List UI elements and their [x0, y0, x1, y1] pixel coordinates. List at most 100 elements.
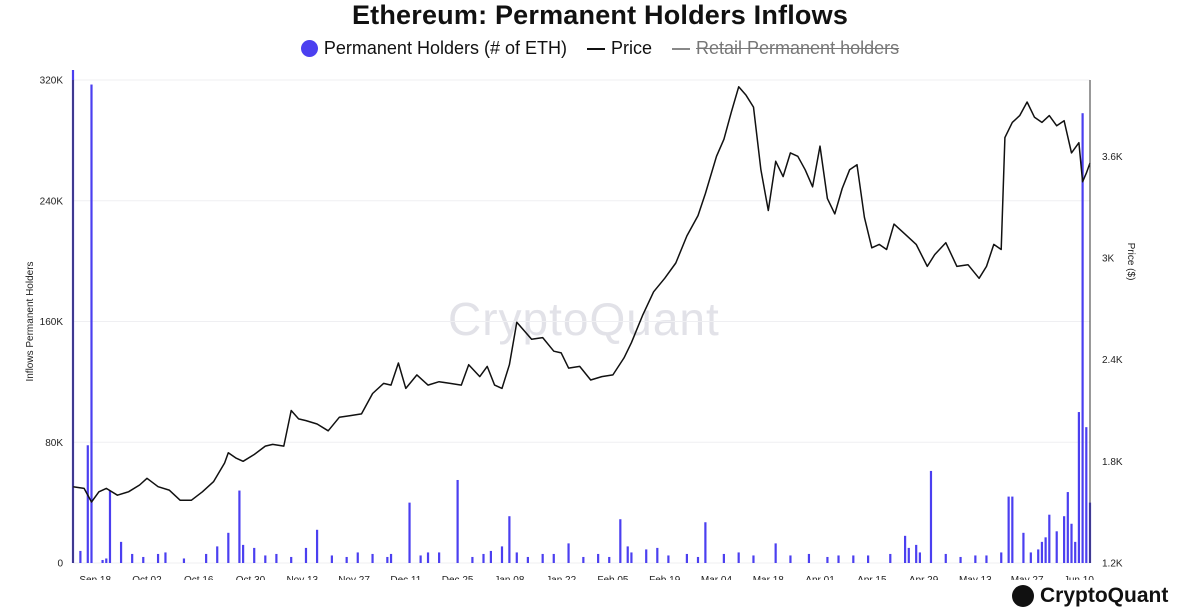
legend-item-price[interactable]: Price	[586, 38, 652, 59]
bar	[807, 553, 811, 563]
bar	[356, 552, 359, 563]
legend-item-retail-permanent-holders[interactable]: Retail Permanent holders	[672, 38, 899, 59]
bar	[774, 543, 777, 563]
bar	[837, 555, 840, 563]
bar	[1011, 496, 1014, 563]
x-tick-label: Oct 16	[184, 575, 214, 580]
bar	[90, 84, 93, 563]
bar	[1085, 427, 1088, 563]
chart-plot: 0 80K 160K 240K 320K 1.2K 1.8K 2.4K 3K 3.6K Sep …	[25, 70, 1136, 580]
bar	[330, 555, 333, 563]
bar	[526, 556, 529, 563]
x-tick-label: May 13	[959, 575, 992, 580]
legend-label: Price	[610, 38, 652, 58]
bar	[515, 552, 518, 563]
bar	[182, 558, 186, 563]
bar	[345, 556, 348, 563]
bar	[1029, 552, 1032, 563]
bar	[105, 558, 108, 563]
bar	[1081, 113, 1084, 564]
right-tick-label: 1.2K	[1102, 559, 1123, 570]
bar	[264, 555, 267, 563]
legend-line-marker	[586, 47, 605, 50]
price-line	[72, 86, 1091, 503]
x-tick-label: Sep 18	[79, 575, 111, 580]
x-tick-label: Nov 13	[286, 575, 318, 580]
bar	[119, 541, 123, 563]
x-tick-label: Mar 18	[753, 575, 785, 580]
bar	[722, 553, 725, 563]
bar	[508, 516, 511, 563]
x-tick-label: Jan 22	[546, 575, 576, 580]
x-tick-label: Jan 08	[494, 575, 524, 580]
bar	[408, 502, 411, 563]
bar	[108, 490, 112, 563]
x-tick-label: Mar 04	[701, 575, 733, 580]
bar	[216, 546, 219, 563]
bar	[205, 553, 208, 563]
bar	[242, 544, 245, 563]
bar	[275, 553, 278, 563]
bar	[867, 555, 870, 563]
axes	[72, 80, 1091, 563]
legend-label: Retail Permanent holders	[696, 38, 900, 58]
bar	[1022, 532, 1025, 563]
x-tick-label: Oct 02	[132, 575, 162, 580]
bar	[227, 532, 230, 563]
bar	[1037, 549, 1040, 563]
bar	[1007, 496, 1010, 563]
bar	[630, 552, 633, 563]
bar	[696, 556, 700, 563]
right-tick-label: 3.6K	[1102, 152, 1123, 163]
bar	[619, 519, 622, 563]
bar	[667, 555, 670, 563]
brand-logo: CryptoQuant	[1012, 584, 1168, 608]
bar	[1074, 541, 1077, 563]
x-axis-ticks: Sep 18 Oct 02 Oct 16 Oct 30 Nov 13 Nov 27 Dec …	[79, 575, 1094, 580]
legend-dot-marker	[300, 40, 318, 57]
bar	[1063, 516, 1066, 563]
bar	[552, 553, 555, 563]
x-tick-label: Apr 01	[805, 575, 835, 580]
bar	[685, 553, 688, 563]
bar	[482, 553, 485, 563]
x-tick-label: May 27	[1011, 575, 1044, 580]
bar	[645, 549, 648, 563]
bar	[1000, 552, 1003, 563]
bar	[315, 529, 319, 563]
right-tick-label: 1.8K	[1102, 457, 1123, 468]
bar	[656, 547, 659, 563]
bar	[156, 553, 160, 563]
bar	[456, 479, 459, 563]
legend-item-permanent-holders[interactable]: Permanent Holders (# of ETH)	[300, 38, 567, 59]
bar	[852, 555, 855, 563]
chart-legend: Permanent Holders (# of ETH) Price Retai…	[0, 38, 1200, 59]
bar	[371, 553, 374, 563]
right-tick-label: 2.4K	[1102, 355, 1123, 366]
bar	[889, 553, 892, 563]
bar	[500, 546, 504, 563]
bar	[164, 552, 167, 563]
bar	[789, 555, 792, 563]
bar	[985, 555, 988, 563]
left-tick-label: 80K	[45, 438, 63, 449]
x-tick-label: Apr 29	[909, 575, 939, 580]
bar	[304, 547, 308, 563]
right-axis-ticks: 1.2K 1.8K 2.4K 3K 3.6K	[1102, 152, 1123, 570]
bar	[131, 553, 134, 563]
bar	[626, 546, 629, 563]
legend-label: Permanent Holders (# of ETH)	[323, 38, 567, 58]
chart-title: Ethereum: Permanent Holders Inflows	[351, 0, 849, 30]
cryptoquant-logo-icon	[1012, 585, 1034, 607]
x-tick-label: Jun 10	[1064, 575, 1094, 580]
left-tick-label: 0	[57, 559, 63, 570]
bar	[1048, 514, 1051, 563]
left-tick-label: 240K	[40, 196, 64, 207]
bar	[426, 552, 430, 563]
y-axis-right-title: Price ($)	[1125, 243, 1136, 281]
brand-name: CryptoQuant	[1040, 584, 1169, 607]
left-tick-label: 160K	[40, 317, 64, 328]
bar	[86, 445, 89, 563]
bar	[903, 535, 907, 563]
bar	[238, 490, 241, 563]
